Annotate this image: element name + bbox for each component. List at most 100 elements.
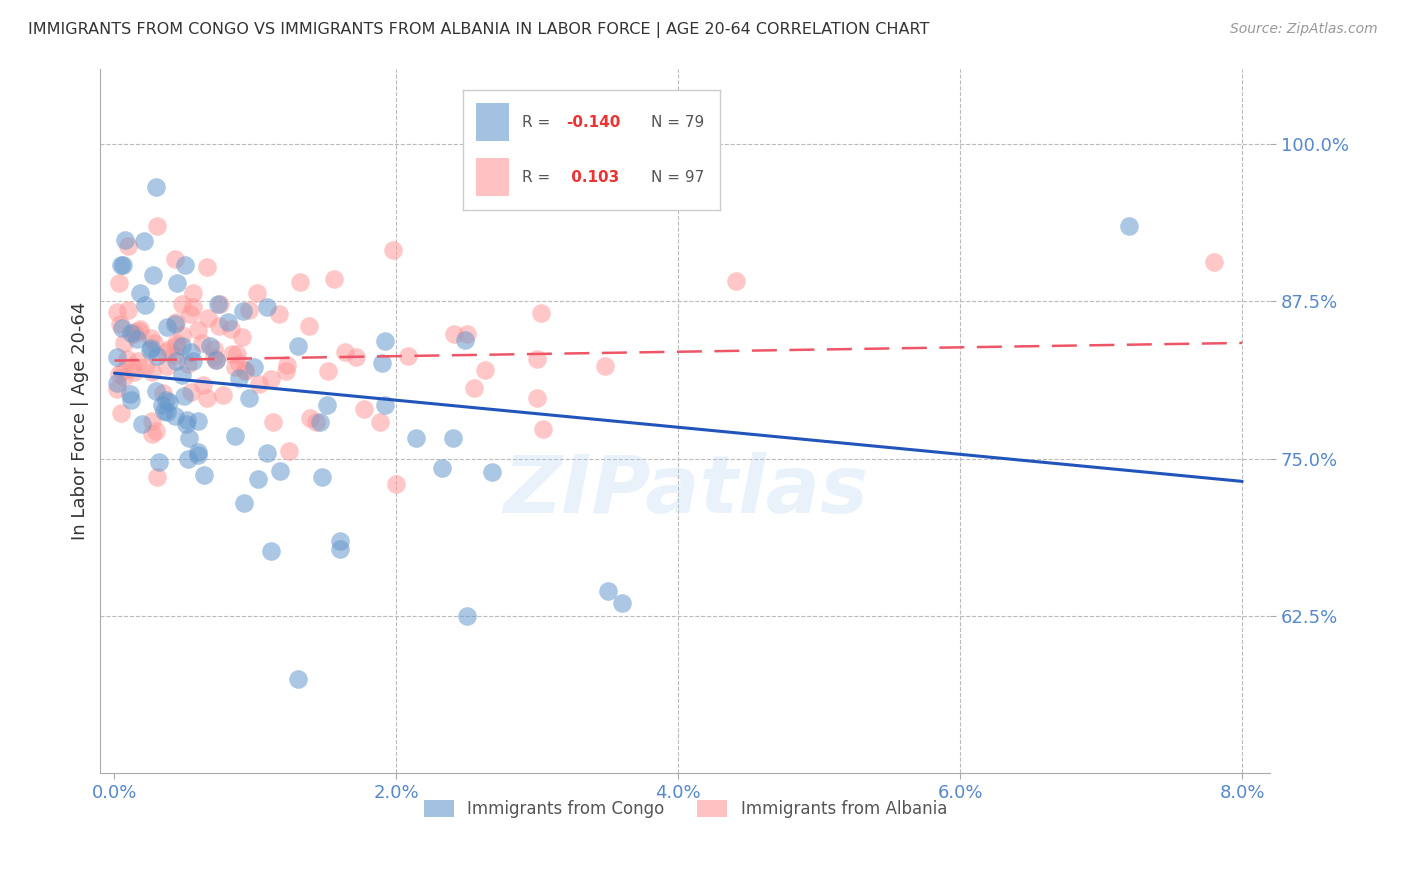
Point	[134, 359, 156, 374]
Point	[305, 415, 328, 429]
Point	[209, 297, 232, 311]
Point	[441, 431, 464, 445]
Text: ZIPatlas: ZIPatlas	[503, 452, 868, 531]
Legend: Immigrants from Congo, Immigrants from Albania: Immigrants from Congo, Immigrants from A…	[418, 794, 953, 825]
Point	[156, 320, 179, 334]
Point	[202, 350, 225, 364]
Point	[207, 319, 229, 334]
Point	[481, 465, 503, 479]
Point	[238, 391, 260, 405]
Point	[200, 339, 222, 353]
Point	[163, 252, 186, 266]
Point	[180, 385, 202, 400]
Point	[276, 358, 298, 372]
Point	[165, 336, 187, 351]
Point	[165, 354, 187, 368]
Point	[1118, 219, 1140, 233]
Point	[107, 367, 129, 381]
Point	[120, 392, 142, 407]
Point	[121, 359, 143, 373]
Point	[110, 406, 132, 420]
Point	[228, 371, 250, 385]
Point	[172, 297, 194, 311]
Point	[195, 260, 218, 274]
Point	[260, 544, 283, 558]
Point	[232, 303, 254, 318]
Point	[145, 179, 167, 194]
Point	[724, 274, 747, 288]
Point	[243, 360, 266, 375]
Point	[176, 413, 198, 427]
Point	[173, 258, 195, 272]
Point	[288, 275, 311, 289]
Point	[316, 398, 339, 412]
Point	[246, 285, 269, 300]
Point	[269, 464, 291, 478]
Point	[191, 378, 214, 392]
Point	[111, 364, 134, 378]
Point	[165, 315, 187, 329]
Point	[108, 277, 131, 291]
Point	[256, 446, 278, 460]
Point	[157, 394, 180, 409]
Point	[202, 343, 225, 357]
Point	[105, 382, 128, 396]
Point	[187, 448, 209, 462]
Point	[474, 363, 496, 377]
Point	[120, 326, 142, 340]
Point	[370, 356, 392, 370]
Text: Source: ZipAtlas.com: Source: ZipAtlas.com	[1230, 22, 1378, 37]
Point	[112, 335, 135, 350]
Point	[396, 349, 419, 363]
Point	[246, 472, 269, 486]
Point	[176, 452, 198, 467]
Point	[217, 315, 239, 329]
Point	[233, 363, 256, 377]
Point	[247, 376, 270, 391]
Point	[143, 336, 166, 351]
Point	[155, 392, 177, 407]
Point	[308, 416, 330, 430]
Point	[456, 609, 478, 624]
Point	[287, 672, 309, 686]
Point	[124, 327, 146, 342]
Point	[150, 399, 173, 413]
Point	[344, 351, 367, 365]
Point	[165, 339, 187, 353]
Point	[197, 310, 219, 325]
Y-axis label: In Labor Force | Age 20-64: In Labor Force | Age 20-64	[72, 301, 89, 540]
Point	[368, 415, 391, 429]
Point	[156, 405, 179, 419]
Point	[179, 431, 201, 445]
Point	[141, 331, 163, 345]
Point	[212, 388, 235, 402]
Point	[274, 364, 297, 378]
Point	[443, 327, 465, 342]
Point	[329, 542, 352, 557]
Point	[318, 364, 340, 378]
Point	[287, 339, 309, 353]
Point	[231, 330, 253, 344]
Point	[456, 327, 478, 342]
Point	[131, 417, 153, 432]
Point	[128, 324, 150, 338]
Point	[138, 343, 160, 357]
Point	[145, 469, 167, 483]
Point	[193, 468, 215, 483]
Point	[173, 388, 195, 402]
Point	[224, 360, 246, 375]
Point	[262, 415, 284, 429]
Point	[141, 365, 163, 379]
Point	[139, 341, 162, 355]
Point	[269, 307, 291, 321]
Point	[187, 322, 209, 336]
Point	[454, 333, 477, 347]
Point	[115, 351, 138, 366]
Text: IMMIGRANTS FROM CONGO VS IMMIGRANTS FROM ALBANIA IN LABOR FORCE | AGE 20-64 CORR: IMMIGRANTS FROM CONGO VS IMMIGRANTS FROM…	[28, 22, 929, 38]
Point	[610, 597, 633, 611]
Point	[172, 327, 194, 342]
Point	[174, 417, 197, 431]
Point	[132, 234, 155, 248]
Point	[430, 461, 453, 475]
Point	[148, 455, 170, 469]
